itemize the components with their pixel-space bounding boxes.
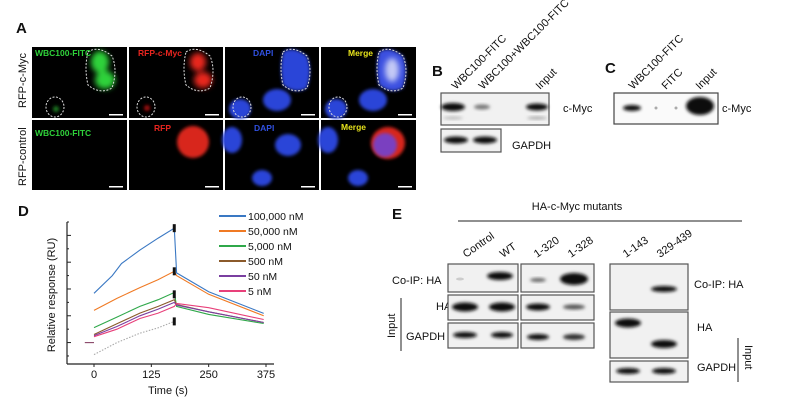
micrograph-rfp: RFP-c-Myc bbox=[129, 47, 223, 118]
legend-label: 100,000 nM bbox=[248, 211, 303, 223]
series-line bbox=[93, 301, 264, 337]
group-label: Input bbox=[386, 314, 398, 338]
micrograph-merge-control: Merge bbox=[318, 120, 416, 190]
micrograph-dapi-control: DAPI bbox=[222, 120, 319, 190]
panel-label: B bbox=[432, 63, 443, 80]
legend-label: 50,000 nM bbox=[248, 226, 298, 238]
lane-label: 1-143 bbox=[621, 234, 651, 260]
row-label: HA bbox=[697, 322, 713, 334]
lane-label: Input bbox=[534, 66, 560, 92]
channel-label: RFP-c-Myc bbox=[138, 48, 182, 58]
channel-label: WBC100-FITC bbox=[35, 128, 91, 138]
blot-label: c-Myc bbox=[722, 103, 752, 115]
row-label: Co-IP: HA bbox=[694, 279, 744, 291]
row-label: GAPDH bbox=[697, 362, 736, 374]
legend-label: 500 nM bbox=[248, 256, 283, 268]
lane-label: 1-320 bbox=[532, 234, 562, 260]
micrograph-merge: Merge bbox=[321, 47, 416, 119]
channel-label: RFP bbox=[154, 123, 171, 133]
x-axis-label: Time (s) bbox=[148, 385, 188, 397]
row-label: RFP-c-Myc bbox=[17, 53, 29, 108]
panel-label: E bbox=[392, 206, 402, 223]
blot-label: GAPDH bbox=[512, 140, 551, 152]
panel-e: E HA-c-Myc mutants Control WT 1-320 1-32… bbox=[386, 201, 754, 383]
lane-label: Input bbox=[694, 66, 720, 92]
injection-marker bbox=[172, 317, 176, 326]
micrograph-fitc: WBC100-FITC bbox=[32, 47, 127, 118]
y-axis-label: Relative response (RU) bbox=[46, 238, 58, 352]
blot-ha bbox=[609, 311, 689, 359]
row-label: RFP-control bbox=[17, 127, 29, 186]
row-label: GAPDH bbox=[406, 331, 445, 343]
series-line bbox=[93, 227, 264, 314]
channel-label: DAPI bbox=[254, 123, 274, 133]
lane-label: WT bbox=[498, 241, 519, 261]
lane-label: Control bbox=[461, 230, 497, 260]
lane-label: 1-328 bbox=[566, 234, 596, 260]
injection-marker bbox=[172, 267, 176, 276]
legend-label: 5,000 nM bbox=[248, 241, 292, 253]
series-line bbox=[93, 270, 264, 317]
legend-label: 50 nM bbox=[248, 271, 277, 283]
legend-label: 5 nM bbox=[248, 286, 271, 298]
lane-label: FITC bbox=[660, 66, 686, 92]
x-tick-label: 375 bbox=[257, 369, 275, 381]
lane-label: WBC100-FITC bbox=[627, 33, 687, 93]
series-line bbox=[93, 291, 264, 329]
channel-label: WBC100-FITC bbox=[35, 48, 91, 58]
lane-label: 329-439 bbox=[655, 227, 695, 260]
panel-a: A RFP-c-Myc RFP-control WBC100-FITC RFP-… bbox=[16, 20, 416, 190]
x-tick-label: 125 bbox=[142, 369, 160, 381]
blot-gapdh bbox=[609, 360, 689, 383]
panel-label: D bbox=[18, 203, 29, 220]
blot-gapdh bbox=[440, 128, 502, 153]
x-tick-label: 250 bbox=[199, 369, 217, 381]
injection-marker bbox=[172, 224, 176, 233]
channel-label: Merge bbox=[341, 122, 366, 132]
series-line bbox=[93, 320, 175, 356]
row-label: Co-IP: HA bbox=[392, 275, 442, 287]
panel-b: B WBC100-FITC WBC100+WBC100-FITC Input c… bbox=[432, 0, 593, 153]
blot-label: c-Myc bbox=[563, 103, 593, 115]
channel-label: DAPI bbox=[253, 48, 273, 58]
series-line bbox=[93, 302, 264, 338]
micrograph-rfp-control: RFP bbox=[129, 120, 223, 190]
x-tick-label: 0 bbox=[91, 369, 97, 381]
injection-marker bbox=[172, 290, 176, 299]
group-title: HA-c-Myc mutants bbox=[532, 201, 623, 213]
micrograph-dapi: DAPI bbox=[225, 47, 319, 119]
micrograph-fitc-control: WBC100-FITC bbox=[32, 120, 127, 190]
panel-d-chart: D 0 125 250 375 100,000 nM 50,000 nM 5,000 nM… bbox=[18, 203, 303, 397]
group-label: Input bbox=[742, 345, 754, 369]
channel-label: Merge bbox=[348, 48, 373, 58]
panel-label: A bbox=[16, 20, 27, 37]
panel-label: C bbox=[605, 60, 616, 77]
panel-c: C WBC100-FITC FITC Input c-Myc bbox=[605, 33, 752, 125]
blot-coip-ha bbox=[609, 263, 689, 311]
